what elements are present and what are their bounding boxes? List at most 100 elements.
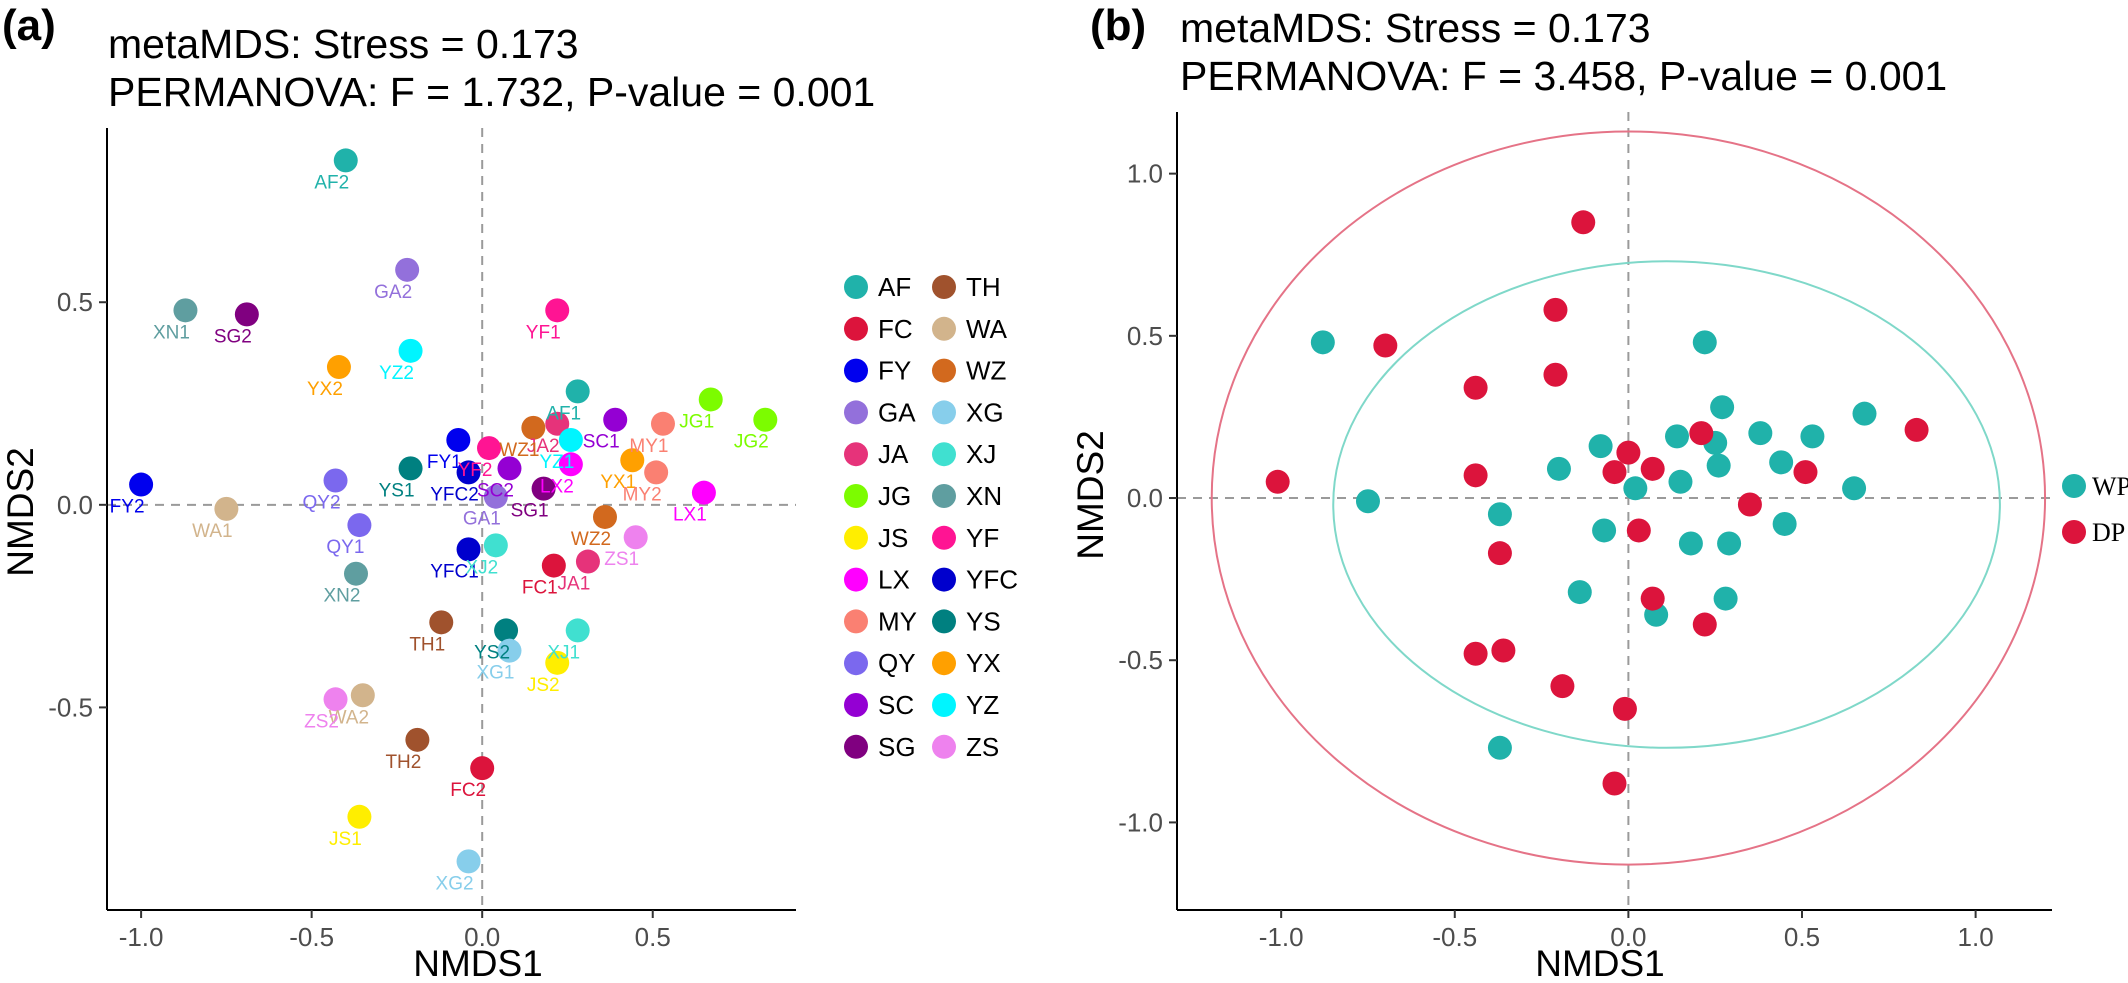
panel-b-point-wp (1546, 456, 1571, 481)
panel-a-point (483, 484, 508, 509)
panel-a-x-axis-label: NMDS1 (413, 943, 543, 983)
panel-a-point-label: AF2 (314, 172, 349, 193)
panel-a-legend-label: YF (966, 523, 999, 553)
panel-b-point-dp (1602, 460, 1627, 485)
panel-a-point-label: WZ2 (571, 529, 611, 550)
panel-a-legend-key (932, 275, 956, 299)
panel-a-point (558, 452, 583, 477)
panel-a-point (575, 549, 600, 574)
panel-a-legend-key (932, 651, 956, 676)
panel-b-point-dp (1626, 518, 1651, 543)
panel-a-legend-label: XN (966, 481, 1002, 511)
panel-a-legend-key (844, 442, 868, 467)
panel-a-legend-key (844, 484, 868, 508)
panel-a-point (350, 683, 375, 708)
panel-a-ticks: -1.0 -0.5 0.0 0.5 -0.5 0.0 0.5 (48, 287, 671, 952)
panel-b-y-tick-label: -0.5 (1118, 645, 1163, 675)
panel-a-legend-key (932, 484, 956, 508)
panel-a-point (173, 298, 198, 323)
panel-a-legend-label: QY (878, 648, 916, 678)
panel-a-point (644, 460, 669, 485)
panel-a-legend-key (844, 567, 868, 592)
panel-a-point-label: FY2 (110, 497, 145, 518)
panel-b-point-wp (1567, 580, 1592, 605)
panel-a-legend-key (844, 400, 868, 425)
panel-b-point-dp (1612, 696, 1637, 721)
panel-a-point (129, 472, 154, 497)
panel-a-y-tick-label: -0.5 (48, 692, 93, 722)
panel-a-point-label: WA2 (329, 707, 369, 728)
panel-a-point-label: AF1 (546, 403, 581, 424)
panel-a-x-tick-label: 0.5 (635, 922, 671, 952)
panel-b-points (1265, 210, 1929, 796)
panel-b-point-dp (1543, 362, 1568, 387)
panel-b-y-tick-label: 1.0 (1127, 159, 1163, 189)
panel-a-point (398, 456, 423, 481)
panel-a-point (623, 525, 648, 550)
panel-a-legend-label: ZS (966, 732, 999, 762)
panel-a-legend-key (932, 400, 956, 425)
panel-b-ticks: -1.0 -0.5 0.0 0.5 1.0 -1.0 -0.5 0.0 0.5 1.0 (1118, 159, 1994, 952)
panel-a-point (477, 436, 502, 461)
panel-a-point (347, 513, 372, 538)
panel-a-point (395, 257, 420, 282)
panel-b-point-dp (1692, 612, 1717, 637)
panel-a-legend-label: JG (878, 481, 911, 511)
panel-a-point (545, 411, 570, 436)
panel-a-point-label: LX1 (673, 505, 707, 526)
panel-a-title-line2: PERMANOVA: F = 1.732, P-value = 0.001 (108, 69, 875, 115)
panel-a-point-label: MY2 (623, 484, 662, 505)
panel-a-legend-label: SG (878, 732, 916, 762)
panel-b-point-wp (1713, 586, 1738, 611)
panel-a-point-label: YX2 (307, 379, 343, 400)
panel-b-point-dp (1904, 417, 1929, 442)
panel-b-ellipse-dp (1210, 130, 2047, 866)
panel-a-point (429, 610, 454, 635)
panel-a-legend-key (932, 442, 956, 467)
panel-b-point-dp (1543, 297, 1568, 322)
panel-b-point-dp (1491, 638, 1516, 663)
panel-a-point-label: SG2 (214, 326, 252, 347)
panel-a-point-label: YFC2 (430, 484, 479, 505)
panel-a-point-label: GA1 (463, 509, 501, 530)
panel-a-point-label: XJ2 (465, 557, 498, 578)
panel-a-point (494, 618, 519, 643)
panel-a-point-label: XN2 (324, 586, 361, 607)
panel-b-legend-key (2062, 474, 2086, 498)
panel-a-point-label: YZ1 (539, 452, 574, 473)
panel-b-point-dp (1571, 210, 1596, 235)
panel-a-point (497, 638, 522, 663)
panel-b-point-wp (1852, 401, 1877, 426)
panel-a-point (558, 427, 583, 452)
panel-a-legend-key (932, 358, 956, 383)
panel-b-point-dp (1373, 333, 1398, 358)
panel-b-point-wp (1678, 531, 1703, 556)
panel-a-point-label: YF2 (458, 460, 493, 481)
panel-a-point (456, 460, 481, 485)
panel-a-point-label: YFC1 (430, 561, 479, 582)
panel-b-title-line1: metaMDS: Stress = 0.173 (1180, 5, 1651, 51)
panel-b-x-tick-label: -1.0 (1259, 922, 1304, 952)
panel-a-point (565, 618, 590, 643)
panel-a-legend-key (932, 525, 956, 550)
panel-a-legend-key (844, 316, 868, 341)
panel-b-point-dp (1463, 375, 1488, 400)
panel-b-x-tick-label: 0.0 (1610, 922, 1646, 952)
panel-a-point (446, 427, 471, 452)
panel-a-point (698, 387, 723, 412)
panel-b-point-wp (1710, 395, 1735, 420)
panel-b-legend-label: DP (2092, 518, 2125, 547)
panel-a-legend-key (932, 734, 956, 759)
panel-a-point (483, 533, 508, 558)
panel-a-point-label: LX2 (540, 476, 574, 497)
panel-b-point-wp (1706, 453, 1731, 478)
panel-b-point-dp (1602, 771, 1627, 796)
panel-b-ellipses (1210, 130, 2047, 866)
panel-a-title-line1: metaMDS: Stress = 0.173 (108, 21, 579, 67)
panel-a-x-tick-label: -1.0 (119, 922, 164, 952)
panel-a-legend-key (932, 567, 956, 592)
panel-b-point-dp (1689, 421, 1714, 446)
panel-b-point-wp (1668, 469, 1693, 494)
panel-a-legend-key (844, 693, 868, 717)
panel-b-point-dp (1487, 541, 1512, 566)
